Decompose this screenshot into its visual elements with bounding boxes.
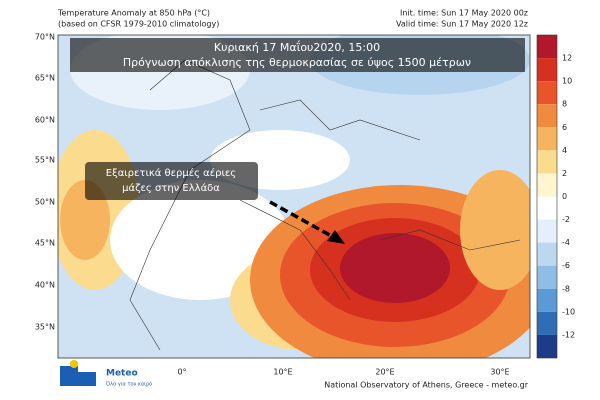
overlay-box <box>70 38 525 72</box>
lon-label: 20°E <box>375 368 394 377</box>
annotation-box <box>85 162 258 200</box>
header-subtitle: (based on CFSR 1979-2010 climatology) <box>58 20 219 29</box>
overlay-description: Πρόγνωση απόκλισης της θερμοκρασίας σε ύ… <box>123 56 471 69</box>
colorbar-label: 0 <box>562 192 567 201</box>
colorbar-swatch <box>537 265 557 289</box>
lat-label: 65°N <box>35 74 55 83</box>
arrow <box>269 200 336 240</box>
colorbar-swatch <box>537 311 557 335</box>
annotation-line: Εξαιρετικά θερμές αέριες <box>106 167 236 179</box>
lat-label: 50°N <box>35 198 55 207</box>
colorbar-swatch <box>537 173 557 197</box>
annotation-line: μάζες στην Ελλάδα <box>122 182 220 194</box>
overlay-date: Κυριακή 17 Μαΐου2020, 15:00 <box>214 40 380 54</box>
colorbar-label: 4 <box>562 146 567 155</box>
colorbar-label: 2 <box>562 169 567 178</box>
colorbar-label: -10 <box>562 307 575 316</box>
colorbar-swatch <box>537 219 557 243</box>
colorbar-swatch <box>537 242 557 266</box>
lon-label: 30°E <box>490 368 509 377</box>
logo-name: Meteo <box>106 369 138 379</box>
logo: Meteo Όλα για τον καιρό <box>60 360 152 388</box>
colorbar-swatch <box>537 127 557 151</box>
lat-label: 55°N <box>35 156 55 165</box>
colorbar-swatch <box>537 196 557 220</box>
colorbar-label: 12 <box>562 54 572 63</box>
lat-label: 70°N <box>35 33 55 42</box>
colorbar-label: -2 <box>562 215 570 224</box>
colorbar-label: 8 <box>562 100 567 109</box>
init-time: Init. time: Sun 17 May 2020 00z <box>400 9 528 18</box>
colorbar-label: 10 <box>562 77 572 86</box>
valid-time: Valid time: Sun 17 May 2020 12z <box>396 20 528 29</box>
colorbar-swatch <box>537 104 557 128</box>
logo-tagline: Όλα για τον καιρό <box>105 381 152 388</box>
colorbar-label: -6 <box>562 261 570 270</box>
colorbar-swatch <box>537 334 557 358</box>
colorbar-frame <box>536 34 558 359</box>
lat-label: 60°N <box>35 116 55 125</box>
lon-label: 0° <box>177 368 186 377</box>
colorbar-swatch <box>537 288 557 312</box>
colorbar-label: -12 <box>562 330 575 339</box>
lat-label: 40°N <box>35 281 55 290</box>
colorbar-label: -8 <box>562 284 570 293</box>
colorbar-swatch <box>537 58 557 82</box>
footer: National Observatory of Athens, Greece -… <box>324 381 529 390</box>
arrow-head <box>327 230 345 244</box>
header-title: Temperature Anomaly at 850 hPa (°C) <box>57 9 210 18</box>
colorbar-label: -4 <box>562 238 570 247</box>
lat-label: 35°N <box>35 323 55 332</box>
lat-label: 45°N <box>35 239 55 248</box>
colorbar-swatch <box>537 35 557 59</box>
colorbar-swatch <box>537 150 557 174</box>
colorbar-swatch <box>537 81 557 105</box>
colorbar-label: 6 <box>562 123 567 132</box>
lon-label: 10°E <box>273 368 292 377</box>
